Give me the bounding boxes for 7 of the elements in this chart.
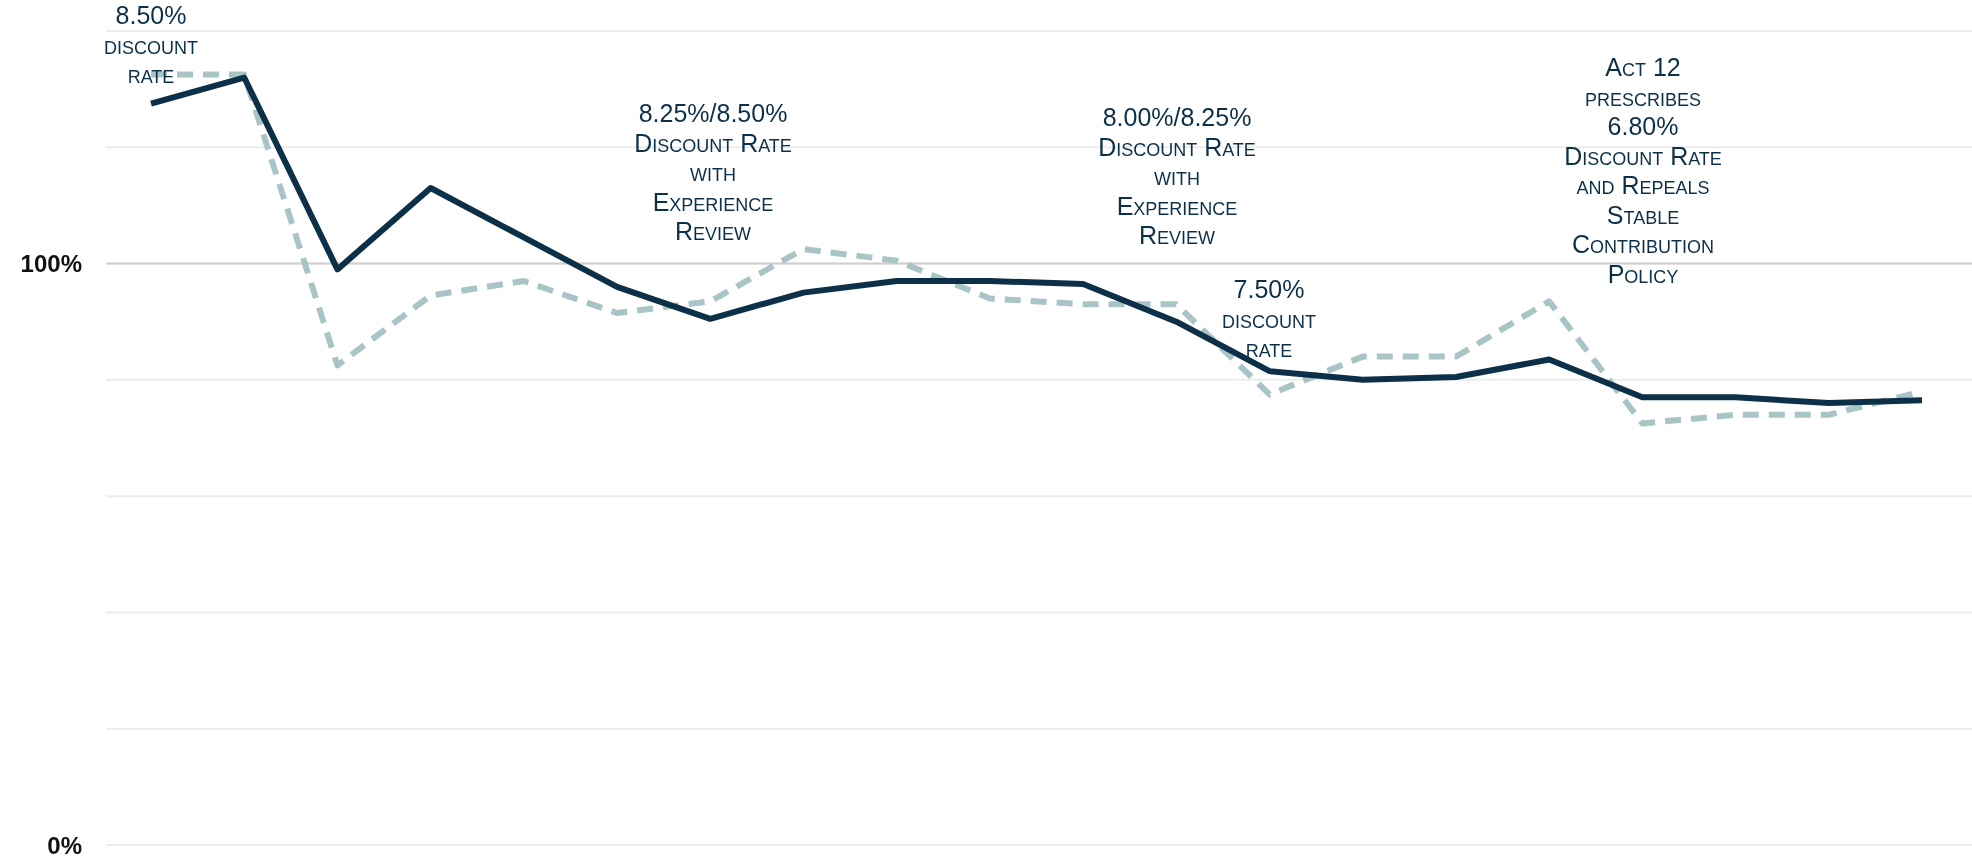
annotation: 8.25%/8.50% Discount Rate with Experience Review	[634, 99, 792, 245]
y-tick-label: 100%	[20, 250, 82, 278]
annotation: 8.50% discount rate	[104, 1, 198, 88]
annotation: 8.00%/8.25% Discount Rate with Experience Review	[1098, 103, 1256, 249]
annotation: 7.50% discount rate	[1222, 275, 1316, 362]
annotation: Act 12 prescribes 6.80% Discount Rate and Repeals Stable Contribution Policy	[1564, 53, 1722, 288]
y-tick-label: 0%	[47, 831, 82, 859]
